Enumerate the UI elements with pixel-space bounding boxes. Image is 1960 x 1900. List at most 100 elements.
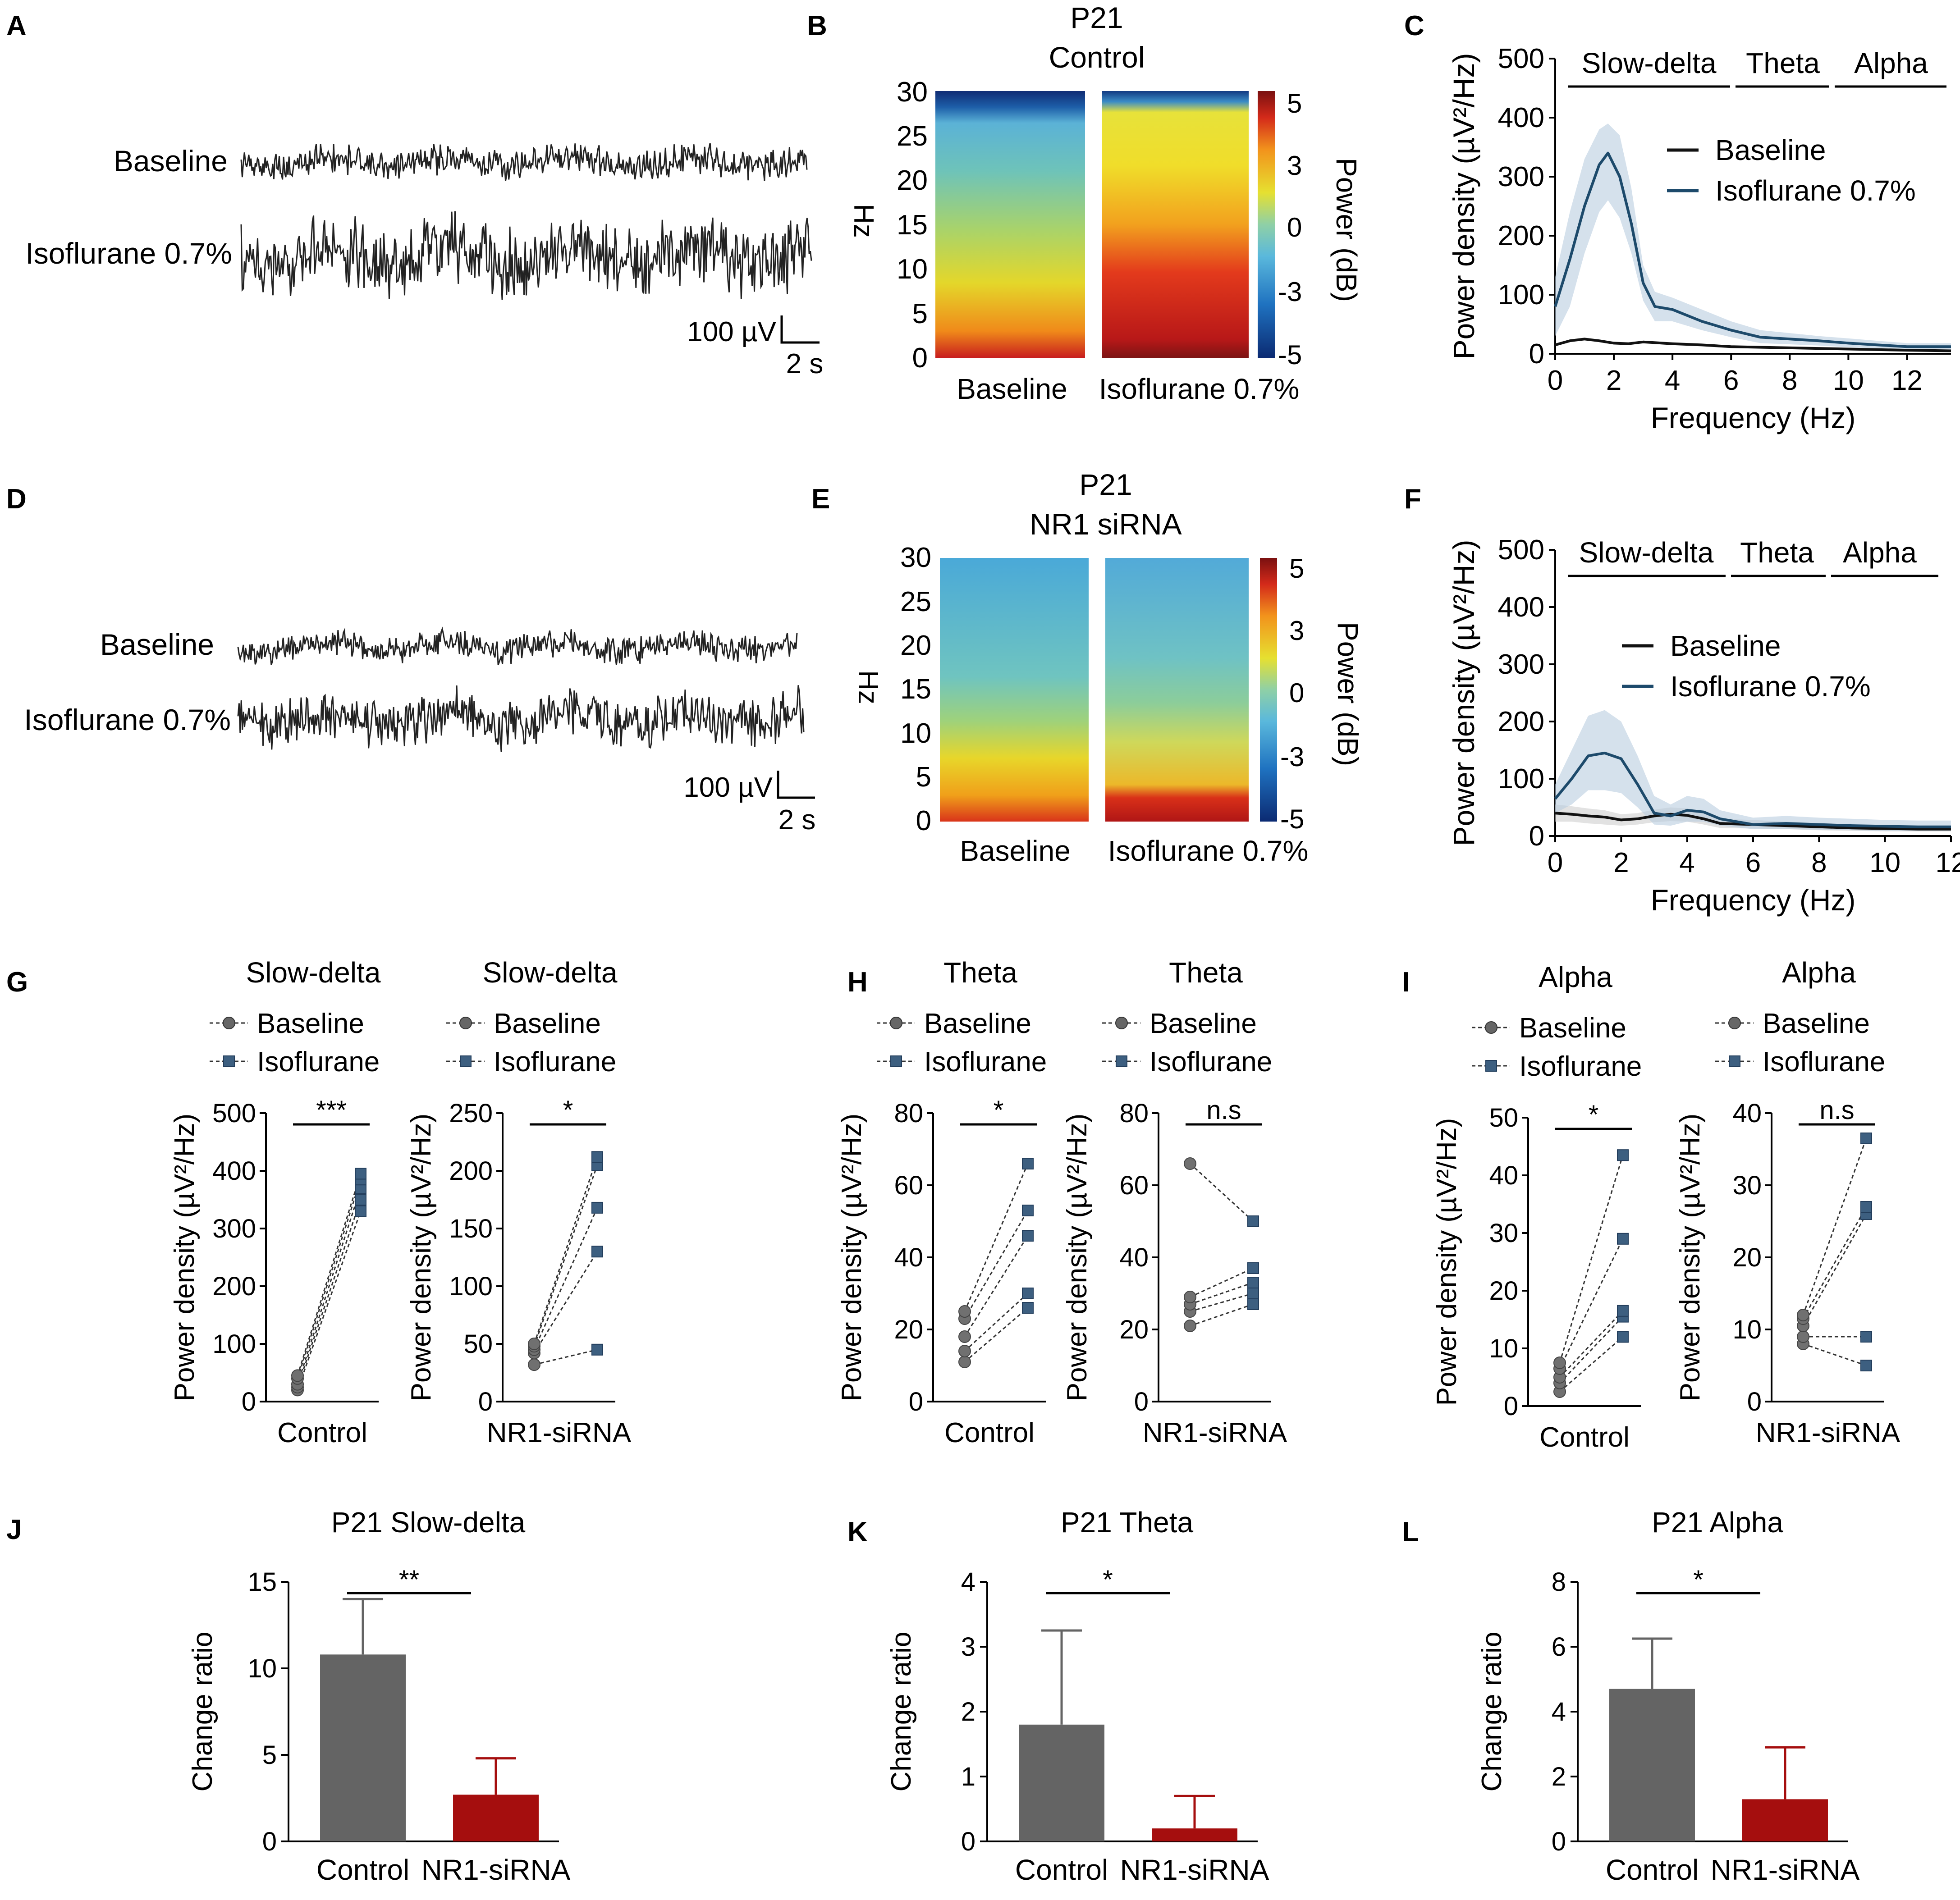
- heatmap-xlabel-baseline-e: Baseline: [960, 835, 1071, 867]
- bar-control: [320, 1654, 406, 1841]
- y-tick-label: 0: [909, 1387, 923, 1416]
- y-tick-label: 400: [212, 1156, 256, 1186]
- band-label-slow-delta-c: Slow-delta: [1582, 47, 1717, 79]
- band-label-theta-f: Theta: [1740, 536, 1814, 569]
- y-tick-label: 1: [961, 1762, 975, 1791]
- isoflurane-point: [355, 1205, 366, 1217]
- legend-label-baseline: Baseline: [257, 1008, 364, 1039]
- y-tick-label: 2: [1552, 1762, 1566, 1791]
- x-tick-label: 10: [1869, 847, 1900, 878]
- y-tick-label: 100: [1498, 763, 1544, 795]
- legend-label-isoflurane: Isoflurane: [494, 1046, 616, 1078]
- y-tick-label: 40: [1732, 1099, 1762, 1128]
- x-tick-label: 12: [1936, 847, 1960, 878]
- cbar-tick: 0: [1289, 678, 1304, 708]
- significance-label: n.s: [1206, 1096, 1241, 1125]
- ytick: 0: [916, 805, 931, 836]
- isoflurane-point: [1617, 1305, 1629, 1317]
- isoflurane-point: [1860, 1331, 1872, 1343]
- y-tick-label: 0: [1747, 1387, 1762, 1416]
- bar-control: [1609, 1689, 1695, 1841]
- scatter-title: Alpha: [1782, 956, 1856, 989]
- y-axis-label: Power density (µV²/Hz): [406, 1114, 437, 1402]
- y-tick-label: 40: [1119, 1243, 1149, 1272]
- legend-marker-isoflurane: [1485, 1060, 1497, 1072]
- bar-chart-title: P21 Alpha: [1652, 1506, 1783, 1539]
- pair-line: [1190, 1293, 1254, 1312]
- y-tick-label: 80: [1119, 1099, 1149, 1128]
- legend-label-baseline: Baseline: [1763, 1008, 1870, 1039]
- heatmap-title-line1-e: P21: [1079, 468, 1132, 501]
- colorbar-label-b: Power (dB): [1330, 158, 1363, 302]
- eeg-trace-baseline-d: [237, 626, 798, 666]
- cbar-tick: -5: [1280, 804, 1304, 834]
- isoflurane-point: [1022, 1302, 1034, 1314]
- x-tick-label: 8: [1782, 365, 1797, 396]
- cbar-tick: 0: [1287, 212, 1302, 242]
- panel-letter-b: B: [807, 10, 827, 41]
- legend-marker-baseline: [1728, 1017, 1741, 1029]
- x-category-label: NR1-siRNA: [1120, 1854, 1269, 1886]
- heatmap-isoflurane-control: [1102, 91, 1249, 358]
- pair-line: [533, 1207, 598, 1350]
- y-tick-label: 0: [1529, 821, 1544, 852]
- ytick: 0: [912, 343, 928, 374]
- isoflurane-point: [1860, 1201, 1872, 1213]
- y-tick-label: 0: [1134, 1387, 1149, 1416]
- cbar-tick: 3: [1289, 616, 1304, 646]
- ytick: 25: [900, 586, 931, 617]
- band-label-alpha-f: Alpha: [1843, 536, 1917, 569]
- pair-line: [964, 1210, 1029, 1319]
- baseline-point: [958, 1345, 971, 1357]
- pair-line: [1190, 1303, 1254, 1327]
- ytick: 15: [897, 210, 928, 241]
- panel-letter-c: C: [1404, 10, 1424, 41]
- significance-label: n.s: [1819, 1096, 1854, 1125]
- pair-line: [1559, 1155, 1624, 1363]
- legend-marker-baseline: [223, 1017, 235, 1029]
- baseline-point: [958, 1305, 971, 1318]
- isoflurane-point: [1247, 1262, 1259, 1274]
- legend-label-baseline: Baseline: [1519, 1013, 1626, 1044]
- pair-line: [1559, 1316, 1624, 1384]
- legend-marker-baseline: [1115, 1017, 1128, 1029]
- trace-label-isoflurane: Isoflurane 0.7%: [25, 237, 232, 270]
- band-label-alpha-c: Alpha: [1854, 47, 1928, 79]
- panel-letter-j: J: [6, 1514, 22, 1545]
- y-tick-label: 10: [1489, 1334, 1518, 1363]
- y-tick-label: 500: [212, 1099, 256, 1128]
- y-tick-label: 0: [961, 1827, 975, 1856]
- scalebar-time-a: 2 s: [786, 348, 824, 379]
- x-category-label: Control: [1015, 1854, 1108, 1886]
- pair-line: [1802, 1214, 1867, 1326]
- panel-letter-f: F: [1404, 484, 1421, 515]
- legend-label-baseline: Baseline: [1149, 1008, 1257, 1039]
- legend-marker-baseline: [890, 1017, 902, 1029]
- y-tick-label: 60: [894, 1171, 923, 1200]
- legend-marker-isoflurane: [1729, 1055, 1740, 1067]
- legend-marker-isoflurane: [1116, 1055, 1127, 1067]
- y-tick-label: 200: [1498, 220, 1544, 251]
- pair-line: [533, 1251, 598, 1354]
- heatmap-title-line2-e: NR1 siRNA: [1030, 507, 1181, 541]
- panel-letter-l: L: [1402, 1516, 1419, 1548]
- y-tick-label: 200: [449, 1156, 493, 1186]
- cbar-tick: 5: [1289, 553, 1304, 584]
- x-tick-label: 0: [1548, 365, 1563, 396]
- y-tick-label: 400: [1498, 592, 1544, 623]
- scatter-i1: Alpha Baseline Isoflurane 0 10 20 30 40 50 Power …: [1433, 961, 1642, 1453]
- significance-label: *: [1103, 1565, 1113, 1594]
- pair-line: [964, 1163, 1029, 1312]
- baseline-point: [958, 1330, 971, 1343]
- y-tick-label: 30: [1732, 1171, 1762, 1200]
- heatmap-xlabel-isoflurane: Isoflurane 0.7%: [1099, 373, 1300, 405]
- isoflurane-point: [355, 1194, 366, 1206]
- scatter-g2: Slow-delta Baseline Isoflurane 0 50 100 150 200…: [406, 956, 632, 1448]
- baseline-point: [958, 1356, 971, 1368]
- legend-marker-baseline: [1485, 1021, 1497, 1034]
- isoflurane-point: [1247, 1215, 1259, 1227]
- cbar-tick: -5: [1278, 340, 1302, 370]
- ytick: 5: [916, 762, 931, 793]
- pair-line: [1190, 1282, 1254, 1305]
